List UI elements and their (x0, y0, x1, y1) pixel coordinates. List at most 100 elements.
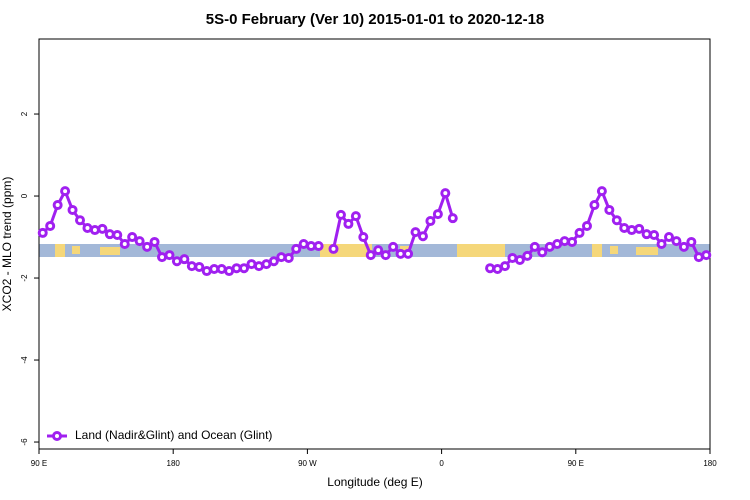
data-point (104, 229, 115, 240)
series-line (41, 187, 707, 273)
x-axis-label: Longitude (deg E) (327, 475, 422, 489)
data-point (619, 223, 630, 234)
y-tick-label: 0 (20, 193, 29, 198)
x-tick-label: 180 (703, 459, 717, 468)
data-point (522, 250, 533, 261)
data-point (514, 254, 525, 265)
data-point (201, 266, 212, 277)
data-point (499, 261, 510, 272)
data-point (537, 247, 548, 258)
data-point (641, 229, 652, 240)
data-point (283, 252, 294, 263)
data-point (567, 236, 578, 247)
data-point (604, 204, 615, 215)
data-point (663, 232, 674, 243)
data-point (589, 200, 600, 211)
data-point (127, 232, 138, 243)
data-point (559, 236, 570, 247)
y-axis-label: XCO2 - MLO trend (ppm) (0, 177, 14, 312)
data-point (209, 264, 220, 275)
data-point (626, 225, 637, 236)
y-tick-label: 2 (20, 111, 29, 116)
data-point (306, 241, 317, 252)
data-point (492, 264, 503, 275)
data-point (45, 220, 56, 231)
data-point (291, 243, 302, 254)
data-point (447, 213, 458, 224)
data-point (574, 227, 585, 238)
y-tick-label: -6 (20, 438, 29, 446)
data-point (157, 252, 168, 263)
data-point (119, 239, 130, 249)
data-point (261, 259, 272, 270)
data-point (75, 215, 86, 226)
data-point (693, 252, 704, 263)
data-point (186, 261, 197, 272)
data-point (171, 256, 182, 267)
data-point (313, 241, 324, 252)
data-point (89, 225, 100, 236)
data-point (395, 248, 406, 259)
data-point (417, 231, 428, 242)
data-point (485, 263, 496, 274)
data-point (634, 223, 645, 234)
data-point (224, 266, 235, 277)
data-point (678, 241, 689, 252)
data-point (388, 241, 399, 252)
data-point (60, 186, 71, 197)
chart-title: 5S-0 February (Ver 10) 2015-01-01 to 202… (206, 11, 545, 28)
x-tick-label: 90 E (568, 459, 584, 468)
data-point (37, 227, 48, 238)
data-point (253, 261, 264, 272)
data-point (52, 200, 63, 211)
data-point (112, 229, 123, 240)
plot-frame (38, 38, 711, 450)
legend-label: Land (Nadir&Glint) and Ocean (Glint) (75, 428, 272, 442)
data-point (194, 261, 205, 272)
data-point (350, 211, 361, 222)
data-point (328, 243, 339, 254)
data-point (649, 229, 660, 240)
data-point (239, 263, 250, 274)
data-point (67, 204, 78, 215)
data-point (358, 232, 369, 243)
data-point (596, 186, 607, 197)
data-point (440, 188, 451, 199)
data-point (425, 216, 436, 227)
data-point (410, 227, 421, 238)
data-point (216, 264, 227, 275)
x-tick-label: 90 W (298, 459, 317, 468)
data-point (276, 252, 287, 263)
legend-marker (52, 431, 62, 441)
data-point (686, 236, 697, 247)
data-point (231, 263, 242, 274)
data-point (656, 239, 667, 249)
data-point (701, 250, 712, 261)
data-point (581, 220, 592, 231)
data-point (529, 241, 540, 252)
x-tick-label: 180 (167, 459, 181, 468)
data-point (149, 236, 160, 247)
data-point (671, 236, 682, 247)
y-tick-label: -4 (20, 356, 29, 364)
data-point (268, 256, 279, 267)
y-tick-label: -2 (20, 274, 29, 282)
data-point (164, 250, 175, 261)
data-point (134, 236, 145, 247)
x-tick-label: 0 (439, 459, 444, 468)
data-point (507, 252, 518, 263)
data-point (552, 239, 563, 249)
x-tick-label: 90 E (31, 459, 47, 468)
data-point (335, 209, 346, 220)
data-point (544, 241, 555, 252)
data-point (142, 241, 153, 252)
data-point (611, 215, 622, 226)
data-point (343, 218, 354, 229)
data-point (97, 223, 108, 234)
data-point (246, 259, 257, 270)
data-point (179, 254, 190, 265)
data-point (373, 245, 384, 256)
data-point (432, 209, 443, 220)
data-point (82, 223, 93, 234)
data-point (365, 250, 376, 261)
